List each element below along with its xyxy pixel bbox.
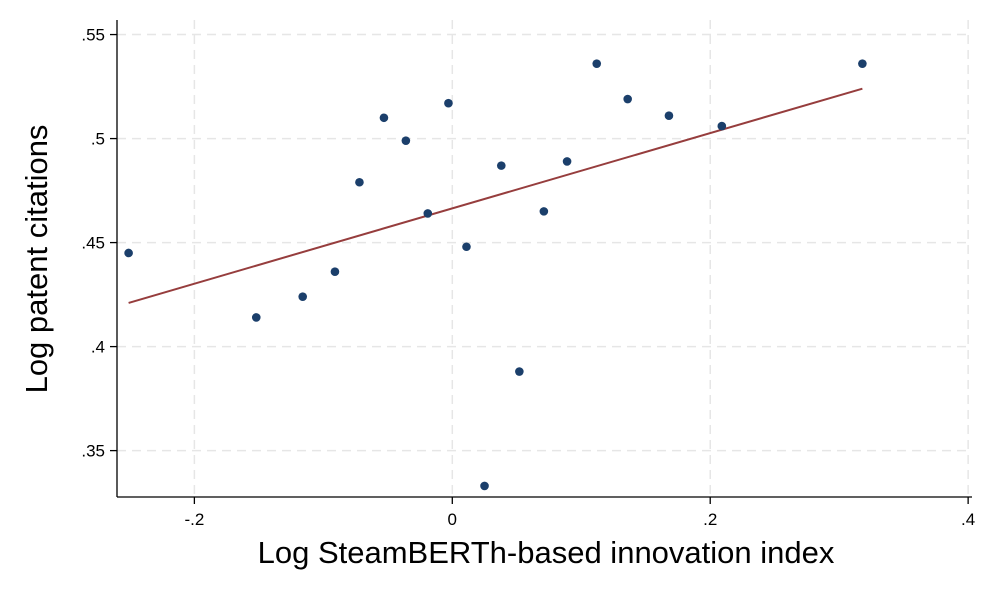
data-point-8	[444, 98, 453, 108]
y-axis-title: Log patent citations	[19, 125, 54, 394]
data-point-14	[562, 157, 572, 166]
grid-lines	[117, 20, 972, 497]
y-tick-label-1: .4	[91, 338, 105, 357]
data-point-1	[251, 313, 261, 322]
x-tick-label-1: 0	[448, 510, 457, 529]
data-point-6	[401, 136, 411, 145]
data-point-10	[480, 481, 489, 491]
fit-line	[128, 87, 863, 304]
x-tick-label-2: .2	[703, 510, 717, 529]
y-tick-label-2: .45	[81, 234, 105, 253]
data-point-17	[664, 111, 674, 120]
x-tick-label-3: .4	[961, 510, 975, 529]
data-point-0	[124, 248, 133, 258]
x-tick-label-0: -.2	[184, 510, 204, 529]
tick-labels: -.2 0 .2 .4 .35 .4 .45 .5 .55	[81, 26, 975, 529]
data-point-9	[462, 242, 471, 252]
data-points	[124, 59, 867, 491]
data-point-5	[379, 113, 389, 123]
fit-line-group	[128, 87, 863, 304]
y-tick-label-4: .55	[81, 26, 105, 45]
y-tick-label-0: .35	[81, 442, 105, 461]
data-point-15	[592, 59, 602, 68]
data-point-19	[858, 59, 867, 68]
data-point-13	[539, 207, 549, 216]
data-point-3	[330, 267, 340, 277]
data-point-18	[717, 121, 727, 131]
data-point-16	[623, 94, 632, 104]
axes	[110, 20, 972, 504]
data-point-4	[355, 177, 364, 187]
data-point-12	[515, 367, 524, 376]
data-point-11	[496, 161, 506, 170]
data-point-7	[423, 209, 433, 218]
x-axis-title: Log SteamBERTh-based innovation index	[258, 535, 835, 570]
y-tick-label-3: .5	[91, 130, 105, 149]
data-point-2	[298, 292, 308, 301]
